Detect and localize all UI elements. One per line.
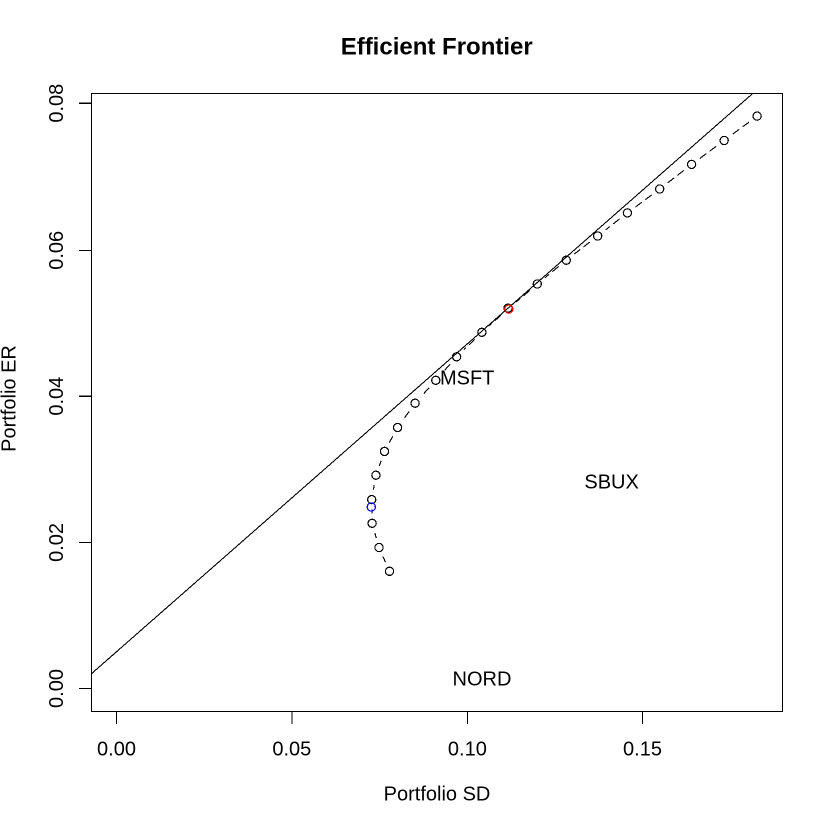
svg-text:0.04: 0.04 (46, 377, 68, 416)
svg-text:MSFT: MSFT (440, 367, 494, 389)
svg-text:0.15: 0.15 (623, 739, 662, 761)
svg-text:Portfolio ER: Portfolio ER (0, 345, 21, 452)
svg-text:0.02: 0.02 (46, 523, 68, 562)
svg-text:0.00: 0.00 (46, 669, 68, 708)
svg-text:0.08: 0.08 (46, 84, 68, 123)
svg-text:SBUX: SBUX (584, 471, 638, 493)
svg-text:0.10: 0.10 (448, 739, 487, 761)
svg-text:0.06: 0.06 (46, 231, 68, 270)
svg-text:NORD: NORD (453, 669, 512, 691)
svg-text:Portfolio SD: Portfolio SD (384, 783, 491, 805)
svg-text:0.00: 0.00 (97, 739, 136, 761)
svg-text:0.05: 0.05 (272, 739, 311, 761)
svg-text:Efficient Frontier: Efficient Frontier (341, 33, 533, 60)
